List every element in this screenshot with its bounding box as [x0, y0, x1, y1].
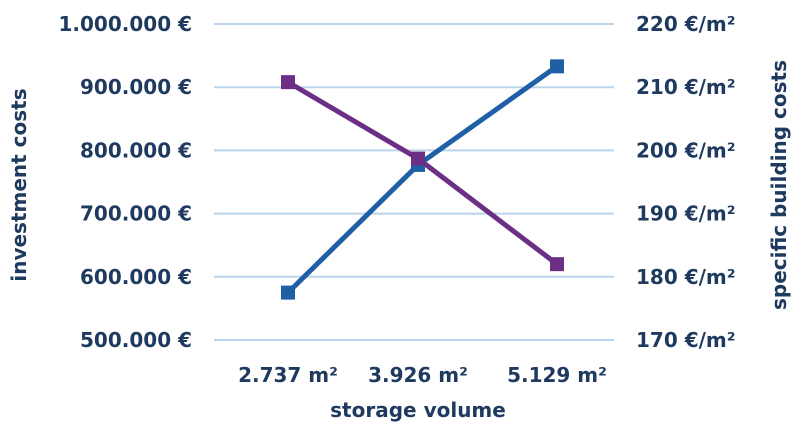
x-tick-label: 3.926 m²: [368, 363, 468, 387]
left-axis-tick-labels: 500.000 € 600.000 € 700.000 € 800.000 € 900.…: [59, 12, 193, 352]
gridlines: [214, 23, 614, 341]
series-1-point: [281, 285, 295, 300]
left-tick-label: 900.000 €: [80, 75, 192, 99]
series-2-point: [411, 151, 425, 166]
right-tick-label: 170 €/m²: [636, 328, 736, 352]
left-tick-label: 500.000 €: [80, 328, 192, 352]
series-1-point: [550, 59, 564, 74]
series-2-point: [281, 75, 295, 90]
right-tick-label: 180 €/m²: [636, 265, 736, 289]
right-tick-label: 190 €/m²: [636, 202, 736, 226]
left-axis-title: investment costs: [7, 88, 31, 281]
right-tick-label: 200 €/m²: [636, 138, 736, 162]
x-axis-tick-labels: 2.737 m² 3.926 m² 5.129 m²: [238, 363, 607, 387]
series-1-line: [286, 64, 559, 295]
x-axis-title: storage volume: [330, 398, 506, 422]
series-2-point: [550, 257, 564, 272]
x-tick-label: 2.737 m²: [238, 363, 338, 387]
x-tick-label: 5.129 m²: [507, 363, 607, 387]
right-axis-title: specific building costs: [767, 60, 791, 310]
left-tick-label: 1.000.000 €: [59, 12, 193, 36]
series-2-line: [286, 79, 559, 267]
right-axis-tick-labels: 170 €/m² 180 €/m² 190 €/m² 200 €/m² 210 €/m²…: [636, 12, 736, 352]
left-tick-label: 700.000 €: [80, 202, 192, 226]
series-layer: [281, 59, 564, 300]
left-tick-label: 600.000 €: [80, 265, 192, 289]
right-tick-label: 210 €/m²: [636, 75, 736, 99]
left-tick-label: 800.000 €: [80, 138, 192, 162]
right-tick-label: 220 €/m²: [636, 12, 736, 36]
